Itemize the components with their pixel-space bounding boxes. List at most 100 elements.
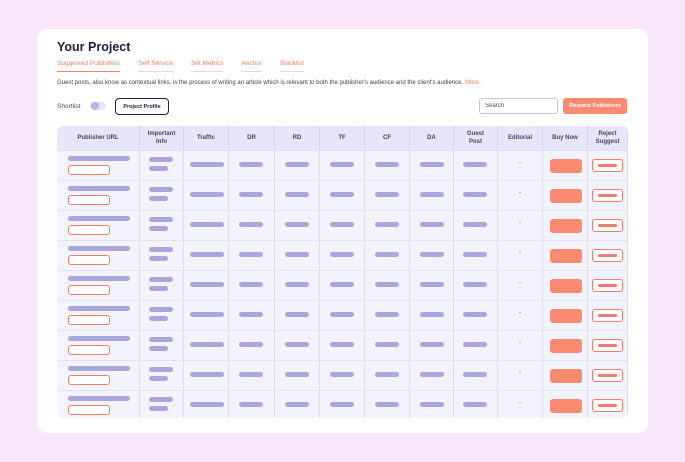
metric-placeholder	[239, 312, 263, 317]
metric-placeholder	[420, 402, 444, 407]
table-cell	[57, 330, 140, 360]
info-placeholder	[149, 346, 168, 351]
url-tag[interactable]	[68, 255, 110, 265]
table-cell	[365, 240, 410, 270]
tab-anchor[interactable]: Anchor	[241, 60, 263, 72]
table-cell: -	[498, 150, 543, 180]
table-cell	[184, 240, 229, 270]
reject-suggestion-button[interactable]	[592, 159, 623, 172]
page-title: Your Project	[57, 40, 131, 54]
info-placeholder	[149, 286, 168, 291]
project-profile-button[interactable]: Project Profile	[115, 98, 169, 115]
url-tag[interactable]	[68, 375, 110, 385]
reject-suggestion-button[interactable]	[592, 219, 623, 232]
metric-placeholder	[239, 192, 263, 197]
column-header-cf: CF	[365, 126, 410, 150]
table-cell	[365, 210, 410, 240]
reject-suggestion-button[interactable]	[592, 399, 623, 412]
reject-suggestion-button[interactable]	[592, 279, 623, 292]
url-tag[interactable]	[68, 315, 110, 325]
url-placeholder	[68, 396, 130, 401]
search-input[interactable]	[479, 98, 558, 114]
buy-now-button[interactable]	[550, 219, 582, 233]
buy-now-button[interactable]	[550, 369, 582, 383]
metric-placeholder	[285, 372, 309, 377]
column-header-reject-suggest: Reject Suggest	[588, 126, 628, 150]
reject-suggestion-button[interactable]	[592, 309, 623, 322]
tab-self-service[interactable]: Self Service	[138, 60, 173, 72]
metric-placeholder	[375, 162, 399, 167]
tab-blacklist[interactable]: Blacklist	[280, 60, 304, 72]
buy-now-button[interactable]	[550, 279, 582, 293]
metric-placeholder	[375, 192, 399, 197]
info-placeholder	[149, 217, 173, 222]
buy-now-button[interactable]	[550, 189, 582, 203]
column-header-guest-post: Guest Post	[454, 126, 498, 150]
metric-placeholder	[463, 312, 487, 317]
table-cell	[588, 360, 628, 390]
metric-placeholder	[190, 162, 224, 167]
table-cell	[57, 210, 140, 240]
reject-suggestion-button[interactable]	[592, 369, 623, 382]
metric-placeholder	[239, 252, 263, 257]
shortlist-toggle[interactable]	[90, 102, 106, 110]
table-cell	[543, 300, 588, 330]
buy-now-button[interactable]	[550, 339, 582, 353]
url-tag[interactable]	[68, 345, 110, 355]
url-tag[interactable]	[68, 165, 110, 175]
table-cell: -	[498, 300, 543, 330]
url-placeholder	[68, 366, 130, 371]
reject-label-placeholder	[598, 224, 617, 227]
buy-now-button[interactable]	[550, 399, 582, 413]
info-placeholder	[149, 226, 168, 231]
metric-placeholder	[239, 222, 263, 227]
column-header-da: DA	[410, 126, 454, 150]
table-cell	[320, 180, 365, 210]
metric-placeholder	[239, 162, 263, 167]
metric-placeholder	[463, 402, 487, 407]
metric-placeholder	[190, 312, 224, 317]
table-cell	[454, 360, 498, 390]
buy-now-button[interactable]	[550, 159, 582, 173]
buy-now-button[interactable]	[550, 309, 582, 323]
table-cell	[454, 180, 498, 210]
table-cell	[275, 300, 320, 330]
more-link[interactable]: More..	[464, 80, 482, 86]
reject-label-placeholder	[598, 314, 617, 317]
info-placeholder	[149, 337, 173, 342]
table-cell	[57, 270, 140, 300]
metric-placeholder	[330, 372, 354, 377]
table-cell	[140, 180, 184, 210]
info-placeholder	[149, 376, 168, 381]
editorial-value: -	[519, 220, 521, 226]
table-cell	[57, 240, 140, 270]
url-tag[interactable]	[68, 195, 110, 205]
column-header-buy-now: Buy Now	[543, 126, 588, 150]
table-cell	[365, 150, 410, 180]
info-placeholder	[149, 406, 168, 411]
tab-set-metrics[interactable]: Set Metrics	[190, 60, 224, 72]
table-cell	[410, 240, 454, 270]
table-cell	[588, 270, 628, 300]
table-cell	[275, 330, 320, 360]
request-publishers-button[interactable]: Request Publishers	[563, 98, 627, 114]
table-cell	[140, 240, 184, 270]
info-placeholder	[149, 166, 168, 171]
reject-label-placeholder	[598, 374, 617, 377]
table-cell	[410, 180, 454, 210]
table-cell	[454, 330, 498, 360]
table-cell	[184, 270, 229, 300]
reject-suggestion-button[interactable]	[592, 189, 623, 202]
column-header-tf: TF	[320, 126, 365, 150]
url-tag[interactable]	[68, 225, 110, 235]
metric-placeholder	[190, 192, 224, 197]
buy-now-button[interactable]	[550, 249, 582, 263]
tab-suggested-publishers[interactable]: Suggested Publishers	[57, 60, 121, 72]
url-tag[interactable]	[68, 285, 110, 295]
reject-suggestion-button[interactable]	[592, 249, 623, 262]
metric-placeholder	[420, 312, 444, 317]
reject-suggestion-button[interactable]	[592, 339, 623, 352]
table-cell	[588, 150, 628, 180]
table-cell	[229, 270, 275, 300]
url-tag[interactable]	[68, 405, 110, 415]
